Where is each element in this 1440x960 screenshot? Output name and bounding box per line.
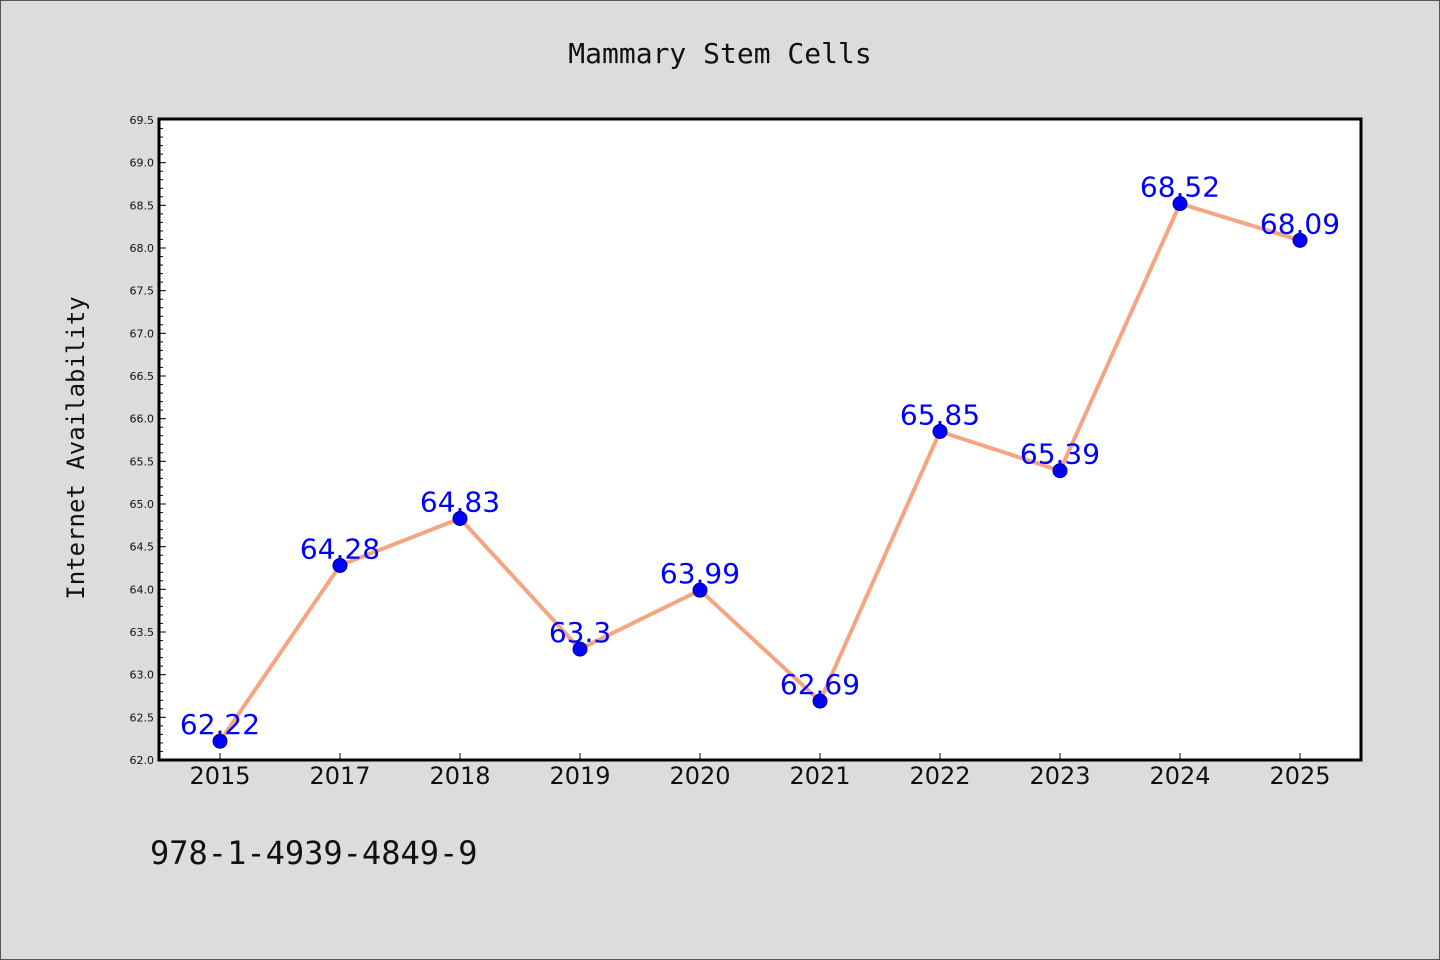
data-label: 68.52 xyxy=(1140,171,1220,204)
data-label: 64.83 xyxy=(420,486,500,519)
data-point xyxy=(1172,196,1188,212)
y-tick-label: 66.0 xyxy=(130,413,155,426)
data-label: 63.99 xyxy=(660,557,740,590)
y-tick-label: 62.5 xyxy=(130,711,155,724)
data-point xyxy=(572,641,588,657)
x-tick-label: 2019 xyxy=(549,762,610,790)
data-label: 62.69 xyxy=(780,668,860,701)
y-axis: 62.0 62.5 63.0 63.5 64.0 64.5 65.0 65.5 66.0 66.5… xyxy=(130,114,166,767)
y-tick-label: 65.0 xyxy=(130,498,155,511)
data-point xyxy=(812,693,828,709)
data-point xyxy=(1052,463,1068,479)
data-point xyxy=(932,423,948,439)
data-point xyxy=(1292,232,1308,248)
y-tick-label: 62.0 xyxy=(130,754,155,767)
data-label: 63.3 xyxy=(549,616,611,649)
data-point xyxy=(212,733,228,749)
series-line-group xyxy=(218,201,1301,743)
chart-title: Mammary Stem Cells xyxy=(568,37,871,70)
data-label: 64.28 xyxy=(300,532,380,565)
footer-code: 978-1-4939-4849-9 xyxy=(150,834,478,872)
x-tick-label: 2022 xyxy=(909,762,970,790)
y-tick-label: 67.0 xyxy=(130,327,155,340)
x-tick-label: 2017 xyxy=(309,762,370,790)
data-label: 65.39 xyxy=(1020,438,1100,471)
data-label: 68.09 xyxy=(1260,207,1340,240)
x-tick-label: 2021 xyxy=(789,762,850,790)
y-tick-label: 63.5 xyxy=(130,626,155,639)
data-label: 62.22 xyxy=(180,708,260,741)
data-markers xyxy=(212,196,1308,749)
data-label: 65.85 xyxy=(900,398,980,431)
x-tick-label: 2018 xyxy=(429,762,490,790)
data-point xyxy=(452,511,468,527)
data-point xyxy=(332,557,348,573)
x-tick-label: 2024 xyxy=(1149,762,1210,790)
y-tick-label: 68.0 xyxy=(130,242,155,255)
series-line xyxy=(218,201,1301,743)
y-tick-label: 66.5 xyxy=(130,370,155,383)
x-axis: 2015 2017 2018 2019 2020 2021 2022 2023 2024 2025 xyxy=(189,753,1331,790)
y-axis-label: Internet Availability xyxy=(62,296,90,599)
y-tick-label: 65.5 xyxy=(130,455,155,468)
y-tick-label: 64.5 xyxy=(130,541,155,554)
y-tick-label: 69.5 xyxy=(130,114,155,127)
x-tick-label: 2015 xyxy=(189,762,250,790)
y-tick-label: 63.0 xyxy=(130,669,155,682)
data-labels: 62.22 64.28 64.83 63.3 63.99 62.69 65.85 65.39 6… xyxy=(180,171,1340,742)
y-tick-label: 67.5 xyxy=(130,285,155,298)
x-tick-label: 2023 xyxy=(1029,762,1090,790)
data-point xyxy=(692,582,708,598)
x-tick-label: 2025 xyxy=(1269,762,1330,790)
x-tick-label: 2020 xyxy=(669,762,730,790)
plot-area xyxy=(157,117,1363,762)
y-tick-label: 69.0 xyxy=(130,157,155,170)
y-tick-label: 68.5 xyxy=(130,199,155,212)
y-tick-label: 64.0 xyxy=(130,583,155,596)
